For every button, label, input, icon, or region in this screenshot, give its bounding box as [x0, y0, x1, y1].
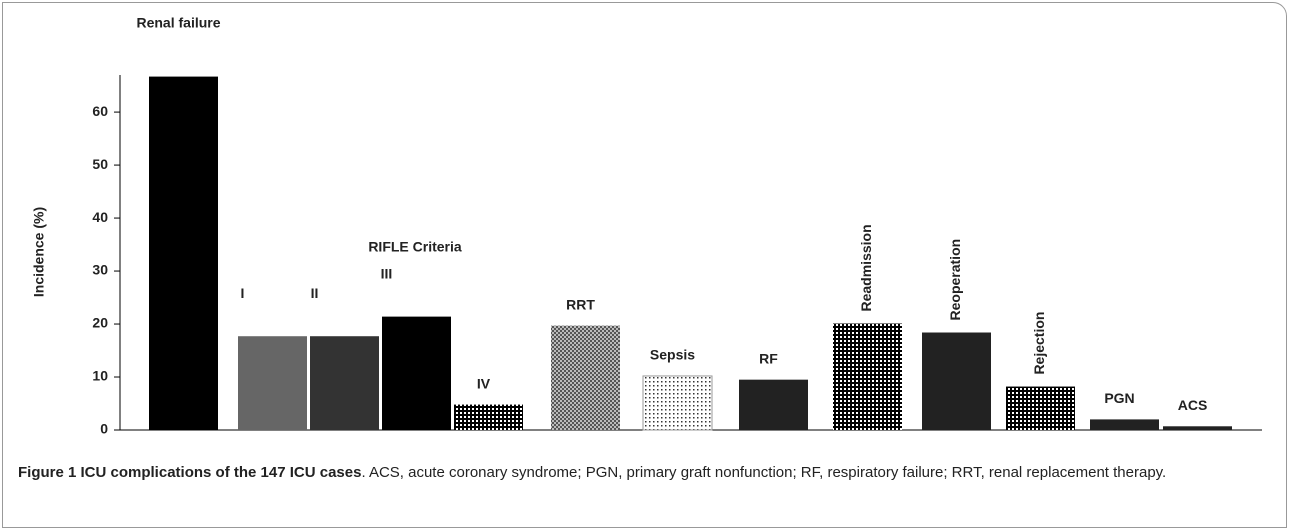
bar-label: Reoperation — [947, 239, 963, 321]
bar — [382, 316, 451, 430]
bar-label: Renal failure — [136, 15, 220, 31]
bar — [149, 76, 218, 431]
bar-label: I — [241, 285, 245, 301]
bar — [238, 336, 307, 430]
bar-label: PGN — [1104, 390, 1134, 406]
bar — [642, 375, 713, 431]
bar — [1006, 386, 1075, 430]
bar-label: III — [381, 265, 393, 281]
caption-text: . ACS, acute coronary syndrome; PGN, pri… — [361, 464, 1167, 481]
caption-label: Figure 1 ICU complications of the 147 IC… — [18, 464, 362, 481]
annotation: RIFLE Criteria — [368, 239, 462, 255]
bar — [1090, 419, 1159, 430]
bar — [1163, 426, 1232, 430]
y-tick-label: 20 — [92, 315, 108, 331]
chart: Incidence (%) RIFLE Criteria 0 10 20 30 40 50… — [31, 15, 1262, 437]
y-tick-label: 10 — [92, 368, 108, 384]
bar — [310, 336, 379, 430]
bar — [833, 323, 902, 430]
bar — [551, 325, 620, 430]
y-tick-label: 40 — [92, 209, 108, 225]
bar — [922, 332, 991, 430]
bar-label: Rejection — [1031, 312, 1047, 375]
y-tick-label: 60 — [92, 103, 108, 119]
y-tick-label: 0 — [100, 421, 108, 437]
bar — [454, 404, 523, 430]
bar-label: II — [311, 285, 319, 301]
bar-label: RF — [759, 350, 778, 366]
bar-label: Readmission — [858, 224, 874, 311]
bar — [739, 379, 808, 430]
caption: Figure 1 ICU complications of the 147 IC… — [18, 462, 1268, 484]
bar-label: ACS — [1178, 397, 1208, 413]
y-tick-label: 30 — [92, 262, 108, 278]
bar-label: Sepsis — [650, 347, 695, 363]
y-axis-label: Incidence (%) — [31, 207, 47, 297]
bar-label: IV — [477, 375, 491, 391]
bar-label: RRT — [566, 296, 595, 312]
y-tick-label: 50 — [92, 156, 108, 172]
